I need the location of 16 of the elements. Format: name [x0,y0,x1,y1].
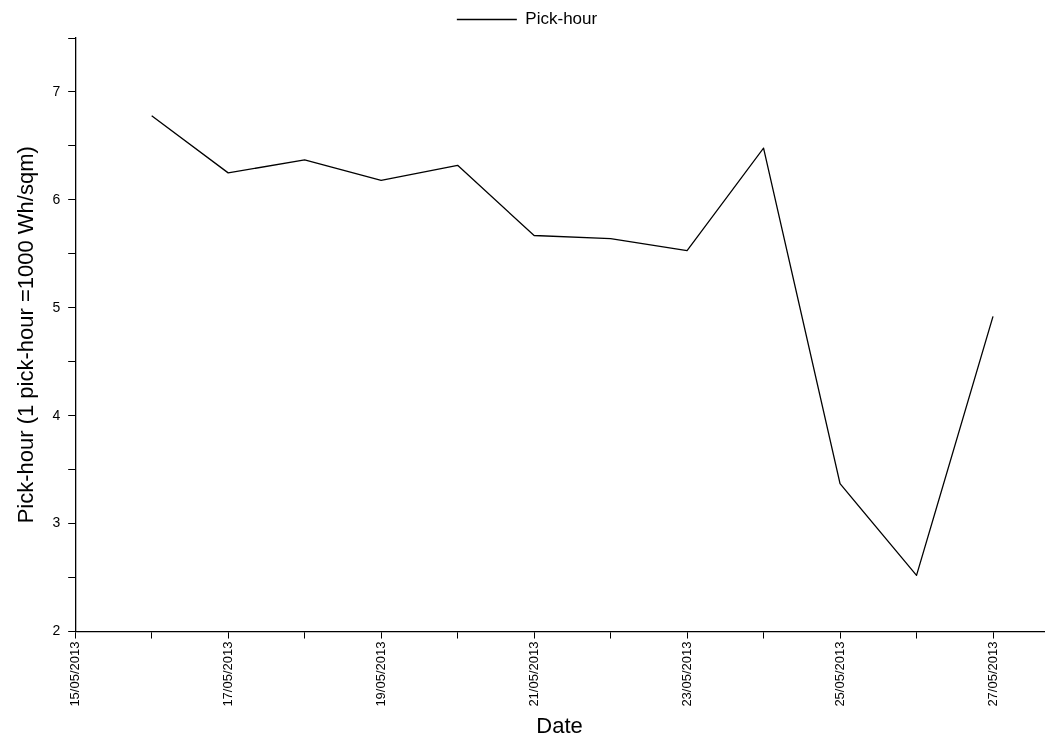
x-tick-label: 21/05/2013 [525,641,541,707]
x-tick-label: 15/05/2013 [66,641,82,707]
y-tick-label: 5 [52,298,61,315]
y-tick-label: 2 [52,622,61,639]
y-tick-label: 7 [52,82,61,99]
y-tick-label: 6 [52,190,61,207]
y-axis-title: Pick-hour (1 pick-hour =1000 Wh/sqm) [13,146,39,524]
x-tick-label: 23/05/2013 [678,641,694,707]
y-tick-label: 3 [52,514,61,531]
x-axis-title: Date [536,712,583,738]
x-tick-label: 27/05/2013 [984,641,1000,707]
x-tick-label: 19/05/2013 [372,641,388,707]
legend-label: Pick-hour [525,9,598,29]
x-tick-label: 25/05/2013 [831,641,847,707]
y-tick-label: 4 [52,406,61,423]
x-tick-label: 17/05/2013 [219,641,235,707]
